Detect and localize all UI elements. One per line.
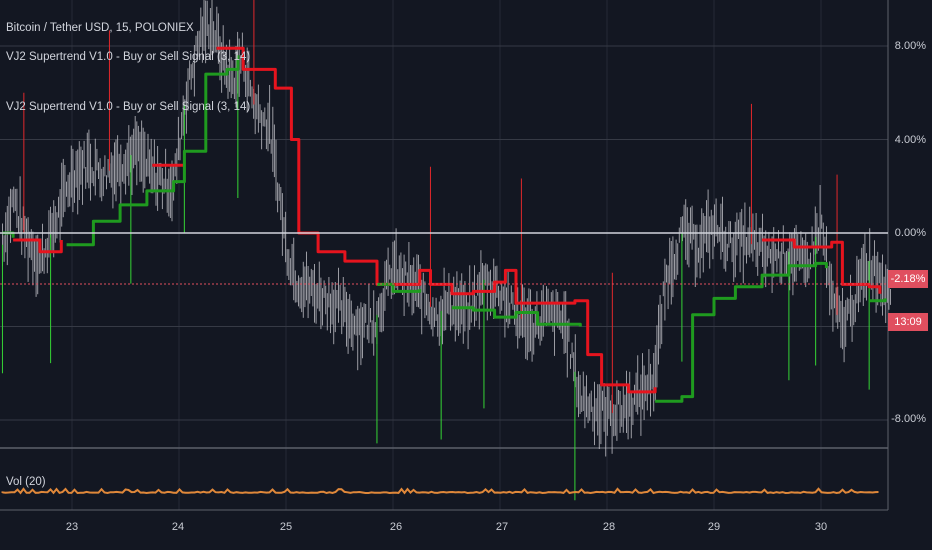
- current-change-badge: -2.18%: [888, 270, 928, 288]
- y-tick-label: -8.00%: [891, 413, 926, 425]
- reference-lines: [0, 232, 888, 285]
- supertrend-buy-line: [655, 261, 828, 403]
- y-tick-label: 4.00%: [894, 134, 926, 146]
- supertrend-buy-line: [66, 55, 240, 247]
- indicator-legend-1[interactable]: VJ2 Supertrend V1.0 - Buy or Sell Signal…: [6, 51, 251, 63]
- symbol-legend[interactable]: Bitcoin / Tether USD, 15, POLONIEX: [6, 22, 194, 34]
- y-tick-label: 8.00%: [894, 40, 926, 52]
- price-candles: [2, 0, 891, 457]
- signal-spikes: [1, 0, 870, 501]
- grid: [0, 0, 889, 511]
- x-tick-label: 24: [171, 521, 185, 533]
- volume-legend[interactable]: Vol (20): [6, 476, 46, 488]
- indicator-legend-2[interactable]: VJ2 Supertrend V1.0 - Buy or Sell Signal…: [6, 101, 251, 113]
- x-tick-label: 27: [495, 521, 509, 533]
- supertrend-buy-line: [869, 298, 887, 303]
- x-tick-label: 23: [65, 521, 79, 533]
- supertrend-sell-line: [13, 238, 63, 254]
- supertrend-buy-line: [451, 306, 582, 327]
- y-tick-label: 0.00%: [894, 227, 926, 239]
- x-tick-label: 28: [602, 521, 616, 533]
- x-tick-label: 26: [389, 521, 403, 533]
- supertrend-buy-line: [377, 282, 422, 293]
- x-tick-label: 30: [814, 521, 828, 533]
- bar-countdown-badge: 13:09: [888, 313, 928, 331]
- x-tick-label: 29: [707, 521, 721, 533]
- volume-pane: [1, 487, 879, 495]
- supertrend-sell-line: [762, 238, 882, 294]
- volume-bars: [1, 487, 879, 495]
- x-tick-label: 25: [279, 521, 293, 533]
